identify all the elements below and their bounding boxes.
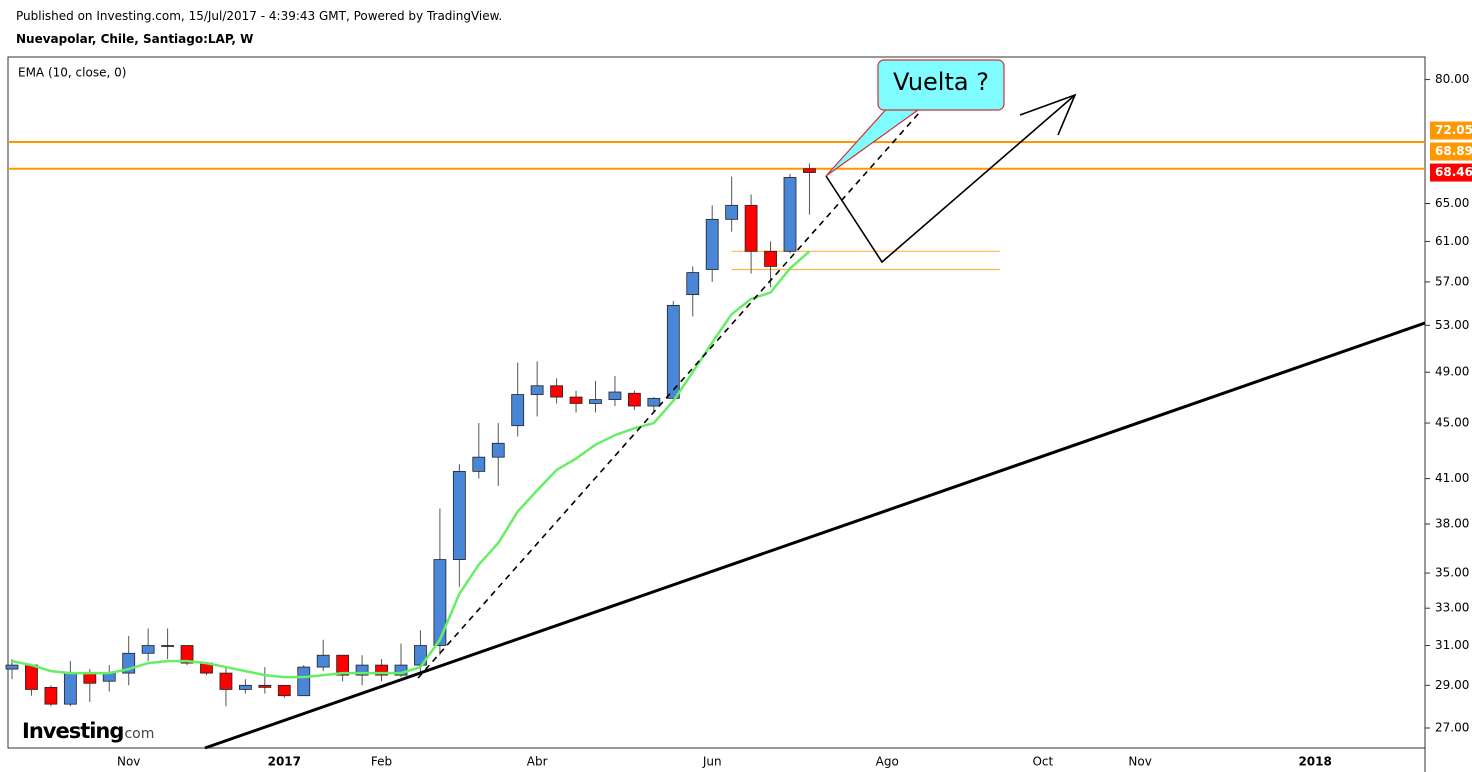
x-tick-label: Jun bbox=[702, 755, 722, 769]
candle-body bbox=[258, 684, 272, 688]
price-label-box bbox=[1430, 163, 1472, 182]
callout-join bbox=[884, 104, 924, 108]
candle-body bbox=[608, 391, 622, 401]
candle-body bbox=[5, 664, 19, 670]
x-tick-label: 2018 bbox=[1298, 755, 1331, 769]
x-tick-label: Abr bbox=[527, 755, 548, 769]
candle-body bbox=[530, 385, 544, 395]
candle-body bbox=[764, 250, 777, 267]
annotation: Vuelta ? bbox=[893, 68, 989, 96]
candle-body bbox=[452, 470, 466, 560]
candle-body bbox=[277, 684, 291, 697]
y-tick-label: 29.00 bbox=[1435, 678, 1469, 692]
candle-body bbox=[569, 396, 583, 404]
y-tick-label: 35.00 bbox=[1435, 566, 1469, 580]
candle-body bbox=[180, 645, 194, 664]
x-tick-label: Oct bbox=[1032, 755, 1053, 769]
y-tick-label: 31.00 bbox=[1435, 638, 1469, 652]
candle-body bbox=[511, 394, 525, 427]
callout-pointer bbox=[825, 104, 927, 177]
published-note: Published on Investing.com, 15/Jul/2017 … bbox=[16, 9, 503, 23]
candle-body bbox=[705, 218, 719, 270]
y-tick-label: 38.00 bbox=[1435, 516, 1469, 530]
candle-body bbox=[141, 645, 155, 654]
y-tick-label: 33.00 bbox=[1435, 601, 1469, 615]
candle-body bbox=[783, 177, 797, 252]
y-tick-label: 61.00 bbox=[1435, 234, 1469, 248]
candle-body bbox=[491, 442, 505, 458]
candle-body bbox=[803, 168, 816, 173]
x-tick-label: 2017 bbox=[268, 755, 301, 769]
candle-body bbox=[686, 272, 700, 296]
x-tick-label: Feb bbox=[371, 755, 392, 769]
candle-body bbox=[628, 392, 641, 407]
y-tick-label: 57.00 bbox=[1435, 274, 1469, 288]
price-label: 72.05 bbox=[1435, 123, 1472, 137]
ema-line bbox=[11, 250, 811, 679]
candle-body bbox=[297, 666, 311, 697]
dashed-trendline bbox=[417, 94, 936, 679]
candle-body bbox=[589, 399, 602, 404]
y-tick-label: 27.00 bbox=[1435, 720, 1469, 734]
x-tick-label: Nov bbox=[117, 755, 140, 769]
price-label-box bbox=[1430, 121, 1472, 140]
candle-body bbox=[472, 456, 486, 472]
candle-body bbox=[25, 664, 38, 690]
candle-body bbox=[725, 204, 739, 220]
candle-body bbox=[647, 397, 661, 407]
candle-body bbox=[83, 672, 97, 684]
candle-body bbox=[433, 559, 447, 646]
candle-body bbox=[316, 654, 330, 668]
price-label: 68.89 bbox=[1435, 144, 1472, 158]
candle-body bbox=[63, 672, 77, 705]
candle-body bbox=[238, 684, 252, 690]
candle-body bbox=[666, 305, 680, 399]
trendline bbox=[204, 321, 1426, 750]
price-label: 68.46 bbox=[1435, 165, 1472, 179]
legend-entry: EMA (10, close, 0) bbox=[18, 66, 126, 80]
candle-body bbox=[355, 664, 369, 676]
y-tick-label: 49.00 bbox=[1435, 365, 1469, 379]
candle-body bbox=[336, 654, 350, 676]
candle-body bbox=[219, 672, 233, 690]
candle-body bbox=[161, 645, 175, 647]
candle-body bbox=[744, 204, 758, 252]
candle-body bbox=[44, 686, 58, 705]
y-tick-label: 65.00 bbox=[1435, 196, 1469, 210]
price-label-box bbox=[1430, 142, 1472, 161]
plot-frame bbox=[7, 56, 1426, 749]
y-tick-label: 53.00 bbox=[1435, 318, 1469, 332]
x-tick-label: Nov bbox=[1128, 755, 1151, 769]
projection-arrow bbox=[825, 94, 1076, 264]
callout bbox=[877, 59, 1005, 111]
y-tick-label: 80.00 bbox=[1435, 72, 1469, 86]
y-tick-label: 41.00 bbox=[1435, 471, 1469, 485]
logo-suffix: .com bbox=[120, 726, 154, 742]
y-tick-label: 45.00 bbox=[1435, 416, 1469, 430]
arrow-head bbox=[1019, 93, 1077, 136]
x-tick-label: Ago bbox=[876, 755, 899, 769]
logo: Investing bbox=[22, 719, 123, 743]
candle-body bbox=[550, 385, 563, 398]
marks bbox=[5, 79, 1430, 729]
symbol-title: Nuevapolar, Chile, Santiago:LAP, W bbox=[16, 32, 254, 46]
candle-body bbox=[375, 664, 388, 676]
